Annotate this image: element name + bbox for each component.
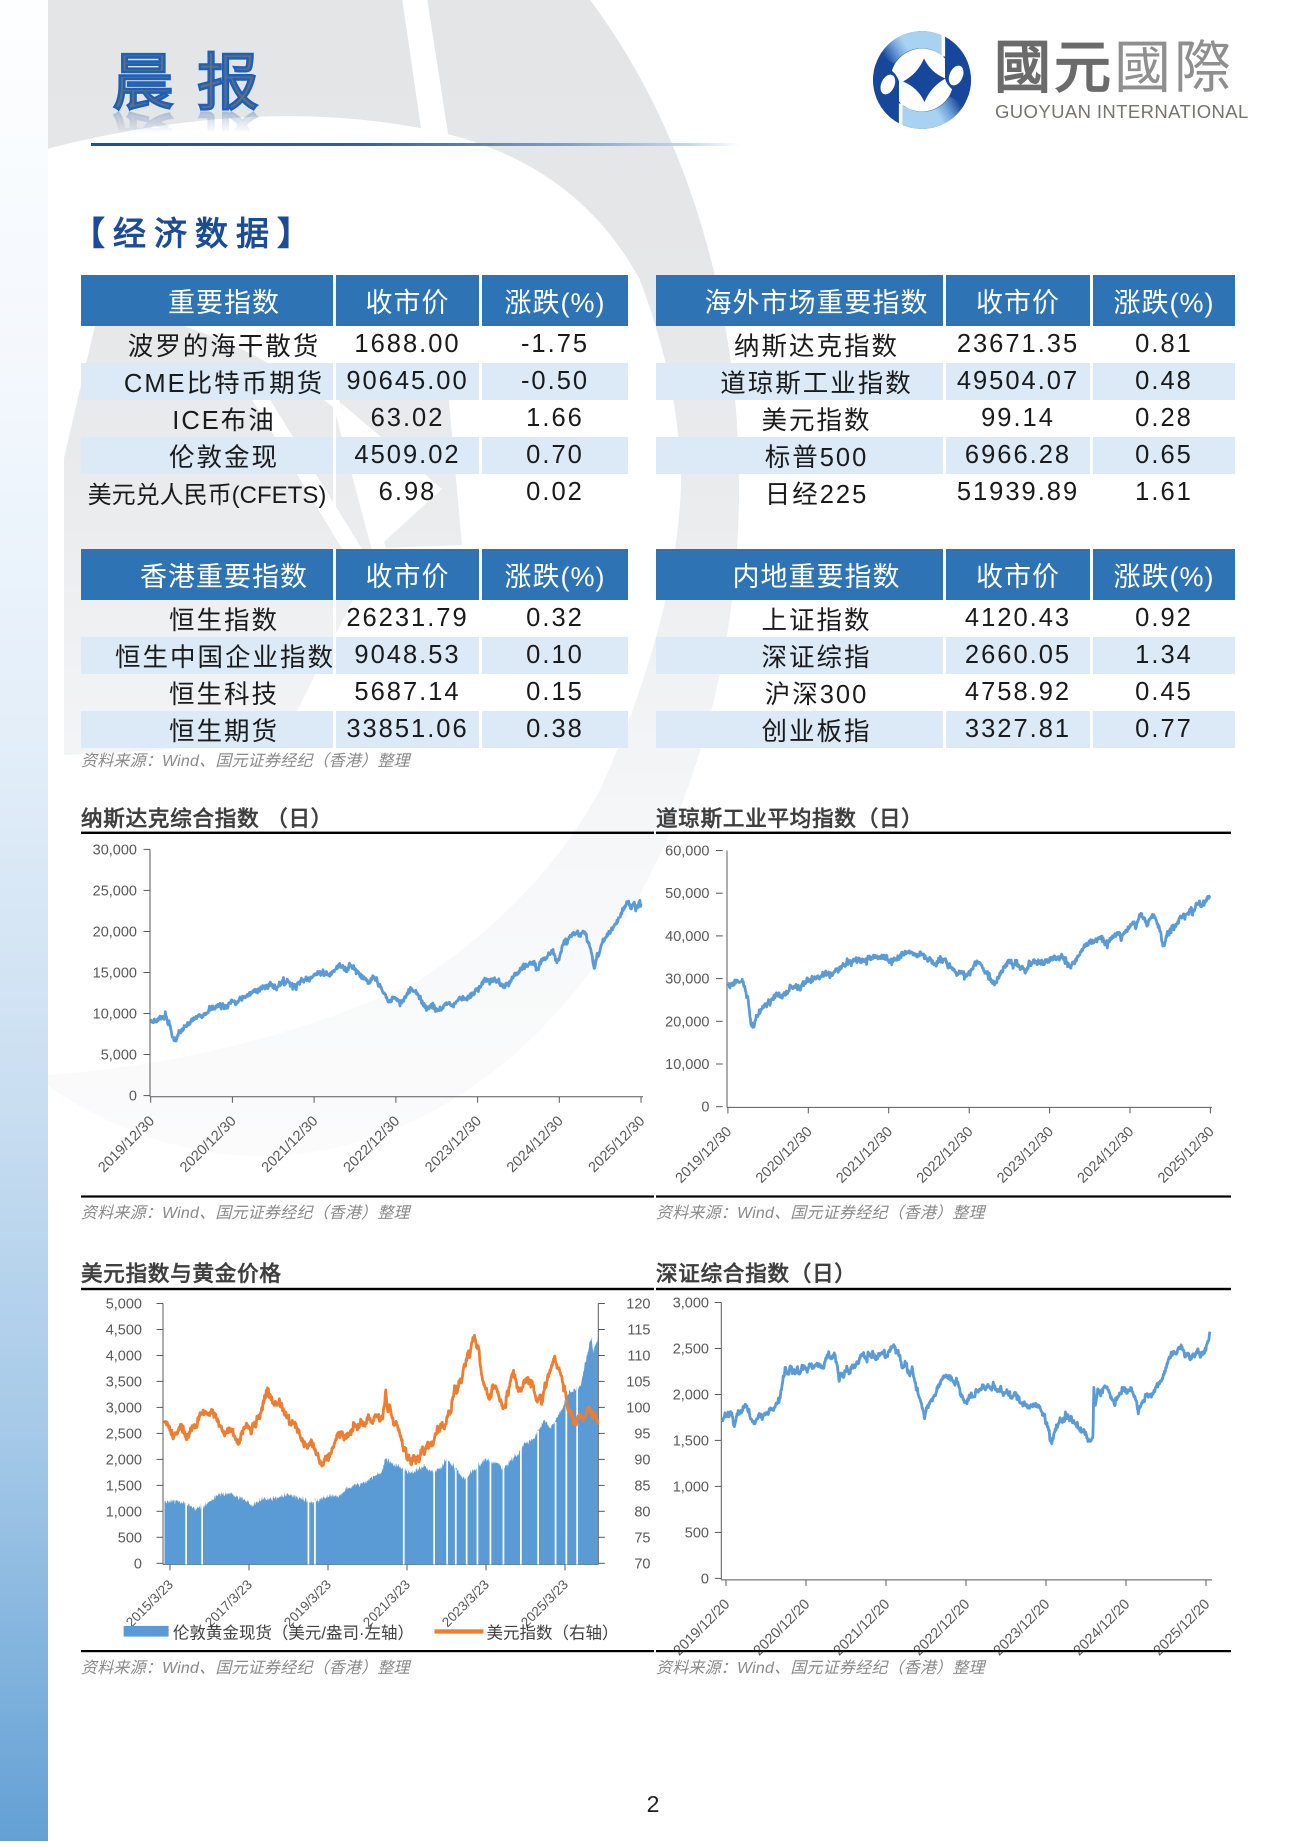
svg-text:资料来源：Wind、国元证券经纪（香港）整理: 资料来源：Wind、国元证券经纪（香港）整理 — [81, 1204, 412, 1222]
svg-text:1,000: 1,000 — [673, 1479, 709, 1495]
svg-text:2022/12/30: 2022/12/30 — [341, 1113, 404, 1176]
svg-text:2024/12/20: 2024/12/20 — [1071, 1596, 1134, 1659]
svg-text:75: 75 — [634, 1530, 650, 1546]
svg-text:2021/12/30: 2021/12/30 — [259, 1113, 322, 1176]
svg-text:2019/3/23: 2019/3/23 — [281, 1577, 334, 1630]
svg-text:3,000: 3,000 — [106, 1400, 142, 1416]
svg-text:2025/12/30: 2025/12/30 — [586, 1113, 649, 1176]
svg-text:2025/12/30: 2025/12/30 — [1155, 1124, 1218, 1187]
svg-text:2025/3/23: 2025/3/23 — [518, 1577, 571, 1630]
svg-text:4,500: 4,500 — [106, 1323, 142, 1339]
svg-text:25,000: 25,000 — [93, 883, 137, 899]
svg-text:2020/12/30: 2020/12/30 — [753, 1124, 816, 1187]
svg-text:1,500: 1,500 — [673, 1433, 709, 1449]
svg-text:2021/12/30: 2021/12/30 — [833, 1124, 896, 1187]
svg-text:120: 120 — [626, 1297, 650, 1313]
svg-text:10,000: 10,000 — [93, 1007, 137, 1023]
svg-text:2022/12/20: 2022/12/20 — [911, 1596, 974, 1659]
svg-text:1,000: 1,000 — [106, 1504, 142, 1520]
svg-text:纳斯达克综合指数 （日）: 纳斯达克综合指数 （日） — [81, 806, 333, 831]
svg-text:2023/12/30: 2023/12/30 — [994, 1124, 1057, 1187]
svg-text:70: 70 — [634, 1556, 650, 1572]
svg-text:资料来源：Wind、国元证券经纪（香港）整理: 资料来源：Wind、国元证券经纪（香港）整理 — [81, 1659, 412, 1677]
svg-text:110: 110 — [627, 1349, 650, 1365]
svg-text:2,500: 2,500 — [673, 1342, 709, 1358]
svg-text:2020/12/30: 2020/12/30 — [177, 1113, 240, 1176]
svg-text:3,000: 3,000 — [673, 1296, 709, 1312]
svg-text:美元指数与黄金价格: 美元指数与黄金价格 — [81, 1261, 282, 1286]
svg-text:2,000: 2,000 — [106, 1452, 142, 1468]
svg-text:2022/12/30: 2022/12/30 — [914, 1124, 977, 1187]
svg-text:0: 0 — [134, 1556, 142, 1572]
svg-text:2023/12/20: 2023/12/20 — [991, 1596, 1054, 1659]
svg-text:0: 0 — [701, 1571, 709, 1587]
svg-text:2021/12/20: 2021/12/20 — [831, 1596, 894, 1659]
svg-text:2019/12/30: 2019/12/30 — [95, 1113, 158, 1176]
svg-text:2023/3/23: 2023/3/23 — [439, 1577, 492, 1630]
svg-text:2025/12/20: 2025/12/20 — [1151, 1596, 1214, 1659]
svg-text:伦敦黄金现货（美元/盎司·左轴）: 伦敦黄金现货（美元/盎司·左轴） — [173, 1624, 414, 1643]
svg-text:2017/3/23: 2017/3/23 — [202, 1577, 255, 1630]
svg-text:500: 500 — [118, 1530, 142, 1546]
svg-text:30,000: 30,000 — [665, 972, 709, 988]
svg-text:资料来源：Wind、国元证券经纪（香港）整理: 资料来源：Wind、国元证券经纪（香港）整理 — [656, 1204, 987, 1222]
svg-text:30,000: 30,000 — [93, 842, 137, 858]
svg-text:3,500: 3,500 — [106, 1374, 142, 1390]
svg-text:4,000: 4,000 — [106, 1349, 142, 1365]
svg-text:2024/12/30: 2024/12/30 — [1075, 1124, 1138, 1187]
svg-text:15,000: 15,000 — [93, 966, 137, 982]
svg-text:0: 0 — [129, 1089, 137, 1105]
svg-text:资料来源：Wind、国元证券经纪（香港）整理: 资料来源：Wind、国元证券经纪（香港）整理 — [656, 1659, 987, 1677]
svg-text:10,000: 10,000 — [665, 1057, 709, 1073]
svg-text:115: 115 — [627, 1323, 650, 1339]
svg-text:2,500: 2,500 — [106, 1426, 142, 1442]
svg-text:2019/12/30: 2019/12/30 — [673, 1124, 736, 1187]
svg-text:2015/3/23: 2015/3/23 — [123, 1577, 176, 1630]
svg-text:2023/12/30: 2023/12/30 — [422, 1113, 485, 1176]
svg-text:2024/12/30: 2024/12/30 — [504, 1113, 567, 1176]
svg-text:20,000: 20,000 — [93, 925, 137, 941]
svg-text:500: 500 — [685, 1525, 709, 1541]
svg-text:5,000: 5,000 — [101, 1048, 137, 1064]
svg-text:90: 90 — [634, 1452, 650, 1468]
svg-text:80: 80 — [634, 1504, 650, 1520]
svg-text:美元指数（右轴）: 美元指数（右轴） — [487, 1624, 619, 1643]
svg-text:95: 95 — [634, 1426, 650, 1442]
svg-text:105: 105 — [626, 1374, 650, 1390]
svg-text:100: 100 — [626, 1400, 650, 1416]
svg-text:60,000: 60,000 — [665, 844, 709, 860]
svg-text:85: 85 — [634, 1478, 650, 1494]
svg-text:50,000: 50,000 — [665, 886, 709, 902]
svg-text:40,000: 40,000 — [665, 929, 709, 945]
svg-text:20,000: 20,000 — [665, 1014, 709, 1030]
svg-text:2,000: 2,000 — [673, 1388, 709, 1404]
svg-text:2021/3/23: 2021/3/23 — [360, 1577, 413, 1630]
svg-text:0: 0 — [701, 1100, 709, 1116]
svg-text:1,500: 1,500 — [106, 1478, 142, 1494]
svg-text:5,000: 5,000 — [106, 1297, 142, 1313]
svg-text:道琼斯工业平均指数（日）: 道琼斯工业平均指数（日） — [656, 806, 924, 831]
svg-text:2019/12/20: 2019/12/20 — [671, 1596, 734, 1659]
svg-text:2020/12/20: 2020/12/20 — [751, 1596, 814, 1659]
svg-text:深证综合指数（日）: 深证综合指数（日） — [656, 1261, 857, 1286]
